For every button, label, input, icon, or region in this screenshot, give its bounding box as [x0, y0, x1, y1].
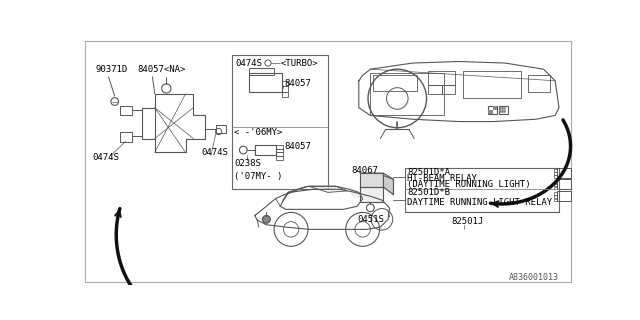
Bar	[405, 168, 559, 212]
Text: ('07MY- ): ('07MY- )	[234, 172, 282, 181]
Bar	[528, 75, 550, 92]
Bar	[488, 106, 497, 114]
Text: 82501D*B: 82501D*B	[407, 188, 451, 197]
Bar	[120, 106, 132, 116]
Bar	[276, 156, 283, 160]
Bar	[554, 172, 557, 175]
Text: < -'06MY>: < -'06MY>	[234, 128, 282, 137]
Polygon shape	[308, 186, 348, 192]
Bar	[428, 71, 455, 84]
Bar	[276, 152, 283, 156]
Text: 84057<NA>: 84057<NA>	[137, 65, 186, 74]
Text: 0474S: 0474S	[92, 153, 119, 162]
Text: 0451S: 0451S	[357, 215, 384, 224]
Bar	[232, 55, 328, 188]
Polygon shape	[284, 186, 307, 200]
Bar	[216, 125, 225, 133]
Bar	[554, 187, 557, 189]
Bar	[554, 175, 557, 178]
Text: 84057: 84057	[284, 142, 311, 151]
Text: 84057: 84057	[284, 78, 311, 88]
Text: 90371D: 90371D	[95, 65, 128, 74]
Bar	[463, 71, 520, 98]
Bar	[250, 68, 274, 75]
Bar	[554, 196, 557, 198]
Bar	[276, 148, 283, 152]
Bar	[554, 184, 557, 186]
Text: HI-BEAM RELAY: HI-BEAM RELAY	[407, 174, 477, 183]
Polygon shape	[383, 175, 394, 195]
Text: <TURBO>: <TURBO>	[280, 59, 318, 68]
Bar	[557, 179, 572, 189]
Bar	[499, 106, 508, 114]
Bar	[250, 73, 282, 92]
Bar	[554, 169, 557, 172]
Bar	[442, 84, 455, 94]
Polygon shape	[360, 187, 383, 203]
Text: 0238S: 0238S	[234, 159, 261, 168]
Bar	[554, 192, 557, 195]
Bar	[557, 191, 572, 201]
Circle shape	[262, 215, 270, 223]
Polygon shape	[360, 173, 383, 187]
Text: 0474S: 0474S	[236, 59, 262, 68]
Bar	[557, 168, 572, 178]
Bar	[282, 81, 288, 86]
Bar	[371, 73, 444, 116]
Bar	[276, 145, 283, 148]
Bar	[428, 84, 442, 94]
Bar	[120, 132, 132, 141]
Bar	[282, 86, 288, 92]
Text: 82501D*A: 82501D*A	[407, 168, 451, 177]
Bar	[255, 145, 276, 156]
Bar	[488, 110, 493, 114]
Bar	[493, 106, 497, 110]
Text: (DAYTIME RUNNING LIGHT): (DAYTIME RUNNING LIGHT)	[407, 180, 531, 189]
Text: 84067: 84067	[351, 166, 378, 175]
Polygon shape	[351, 190, 360, 198]
Bar	[282, 92, 288, 97]
Bar	[554, 198, 557, 201]
Text: 82501J: 82501J	[451, 217, 483, 226]
Text: A836001013: A836001013	[509, 273, 559, 282]
Bar	[554, 181, 557, 183]
Text: 0474S: 0474S	[201, 148, 228, 157]
Bar	[372, 75, 417, 91]
Text: DAYTIME RUNNING LIGHT RELAY: DAYTIME RUNNING LIGHT RELAY	[407, 198, 552, 207]
